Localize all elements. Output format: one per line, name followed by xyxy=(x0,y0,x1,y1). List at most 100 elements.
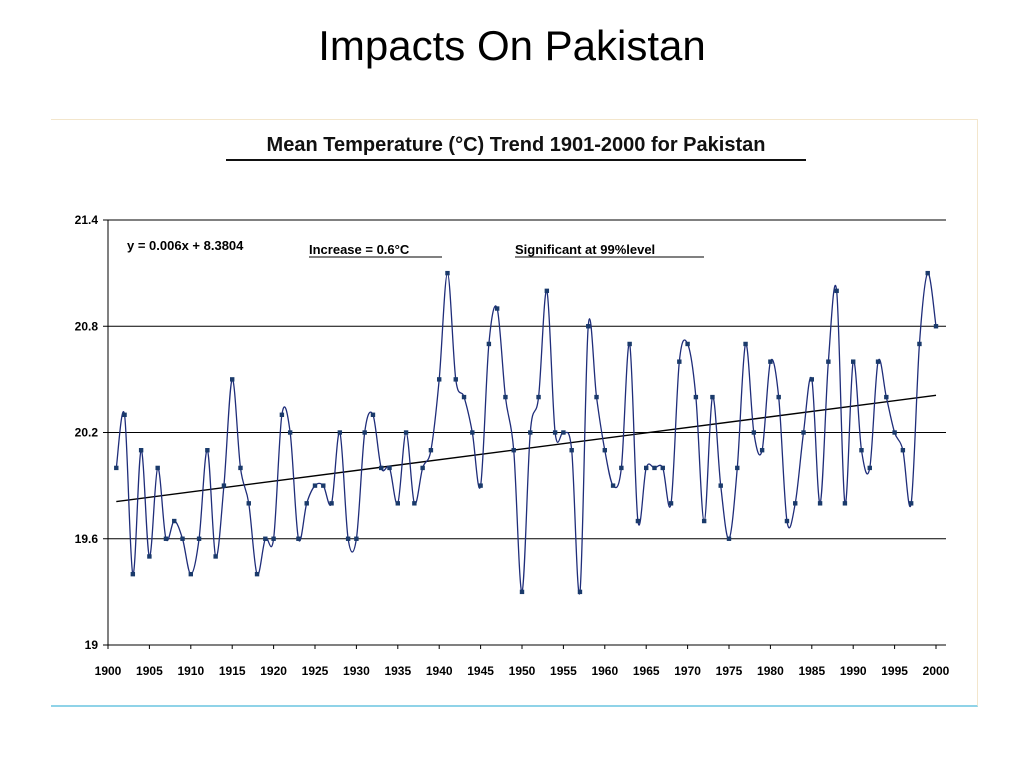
data-point-1967 xyxy=(660,465,665,471)
data-point-1960 xyxy=(602,448,607,453)
x-tick-label: 1955 xyxy=(550,664,577,678)
data-point-1923 xyxy=(296,536,301,541)
data-point-1991 xyxy=(859,448,864,453)
x-tick-label: 2000 xyxy=(923,664,950,678)
data-point-1944 xyxy=(470,430,475,435)
data-point-1975 xyxy=(726,536,732,541)
data-point-1940 xyxy=(437,377,442,382)
data-point-1958 xyxy=(586,324,591,329)
data-point-1933 xyxy=(379,465,384,471)
data-point-1919 xyxy=(263,536,268,541)
slide-title: Impacts On Pakistan xyxy=(318,22,706,69)
y-tick-label: 20.8 xyxy=(75,319,99,333)
x-tick-label: 1975 xyxy=(716,664,743,678)
data-point-1980 xyxy=(768,359,773,364)
data-point-1968 xyxy=(668,501,674,506)
data-point-1999 xyxy=(925,270,930,276)
x-tick-label: 1945 xyxy=(467,664,494,678)
data-point-1970 xyxy=(685,341,690,347)
data-point-1913 xyxy=(213,554,218,559)
data-point-1910 xyxy=(188,571,193,577)
data-point-1930 xyxy=(354,536,359,541)
data-point-1964 xyxy=(635,518,641,524)
chart-title: Mean Temperature (°C) Trend 1901-2000 fo… xyxy=(267,134,766,156)
y-tick-label: 21.4 xyxy=(75,213,99,227)
data-point-1911 xyxy=(196,536,202,541)
data-point-1936 xyxy=(403,430,409,435)
data-point-1990 xyxy=(851,359,856,364)
data-point-1905 xyxy=(147,554,152,559)
data-point-1988 xyxy=(834,288,839,294)
y-tick-label: 20.2 xyxy=(75,426,99,440)
x-tick-label: 1925 xyxy=(302,664,329,678)
data-point-1938 xyxy=(420,465,425,471)
data-point-1956 xyxy=(569,448,574,453)
data-point-1932 xyxy=(370,412,376,417)
data-point-1985 xyxy=(809,377,814,382)
data-point-1909 xyxy=(180,536,185,541)
data-point-1959 xyxy=(594,394,599,400)
data-point-1904 xyxy=(138,448,144,453)
data-point-1931 xyxy=(362,430,367,435)
data-point-1973 xyxy=(710,394,715,400)
y-tick-label: 19 xyxy=(85,638,99,652)
axes xyxy=(107,220,946,646)
data-point-1902 xyxy=(122,412,127,417)
data-point-1915 xyxy=(230,377,235,382)
x-tick-label: 1915 xyxy=(219,664,246,678)
data-point-1961 xyxy=(610,483,616,488)
data-point-1965 xyxy=(644,465,649,471)
data-point-1942 xyxy=(453,377,458,382)
data-point-1939 xyxy=(428,448,434,453)
x-tick-label: 1965 xyxy=(633,664,660,678)
data-point-1966 xyxy=(652,465,657,471)
data-point-1993 xyxy=(875,359,881,364)
data-point-1983 xyxy=(793,501,798,506)
data-point-1978 xyxy=(751,430,757,435)
data-point-1957 xyxy=(577,589,583,595)
data-point-1994 xyxy=(884,394,889,400)
data-point-1976 xyxy=(735,465,740,471)
y-tick-labels: 21.4 20.8 20.2 19.6 19 xyxy=(75,213,99,652)
grid-lines xyxy=(103,219,946,646)
x-tick-label: 1950 xyxy=(509,664,536,678)
data-point-1943 xyxy=(461,394,467,400)
x-tick-label: 1940 xyxy=(426,664,453,678)
increase-annotation: Increase = 0.6°C xyxy=(309,242,410,257)
data-point-1972 xyxy=(701,518,707,524)
data-point-1950 xyxy=(519,589,525,595)
x-tick-label: 1905 xyxy=(136,664,163,678)
data-point-1925 xyxy=(312,483,318,488)
data-point-1997 xyxy=(908,501,914,506)
x-tick-label: 1960 xyxy=(591,664,618,678)
x-tick-label: 1970 xyxy=(674,664,701,678)
data-point-1907 xyxy=(163,536,169,541)
x-tick-label: 1980 xyxy=(757,664,784,678)
x-tick-label: 1910 xyxy=(177,664,204,678)
data-point-1918 xyxy=(254,571,260,577)
data-point-1937 xyxy=(412,501,417,506)
data-point-1922 xyxy=(287,430,293,435)
data-point-1906 xyxy=(155,465,160,471)
trend-line xyxy=(116,394,937,503)
data-point-1987 xyxy=(826,359,831,364)
data-point-1953 xyxy=(544,288,550,294)
data-point-1934 xyxy=(387,465,392,471)
data-point-1977 xyxy=(743,341,748,347)
data-point-1929 xyxy=(345,536,351,541)
data-point-1974 xyxy=(718,483,723,488)
chart-frame: 21.4 20.8 20.2 19.6 19 1900 1905 1910 1915 1920 1… xyxy=(51,119,978,707)
x-tick-label: 1920 xyxy=(260,664,287,678)
data-point-1928 xyxy=(337,430,343,435)
data-point-1926 xyxy=(321,483,326,488)
data-point-1969 xyxy=(677,359,682,364)
data-point-1979 xyxy=(759,448,765,453)
data-point-1986 xyxy=(817,501,823,506)
data-point-1998 xyxy=(917,341,922,347)
data-point-1945 xyxy=(478,483,483,488)
x-tick-label: 1900 xyxy=(95,664,122,678)
data-point-1935 xyxy=(395,501,400,506)
data-point-2000 xyxy=(933,324,939,329)
data-point-1981 xyxy=(776,394,781,400)
data-point-1962 xyxy=(619,465,624,471)
